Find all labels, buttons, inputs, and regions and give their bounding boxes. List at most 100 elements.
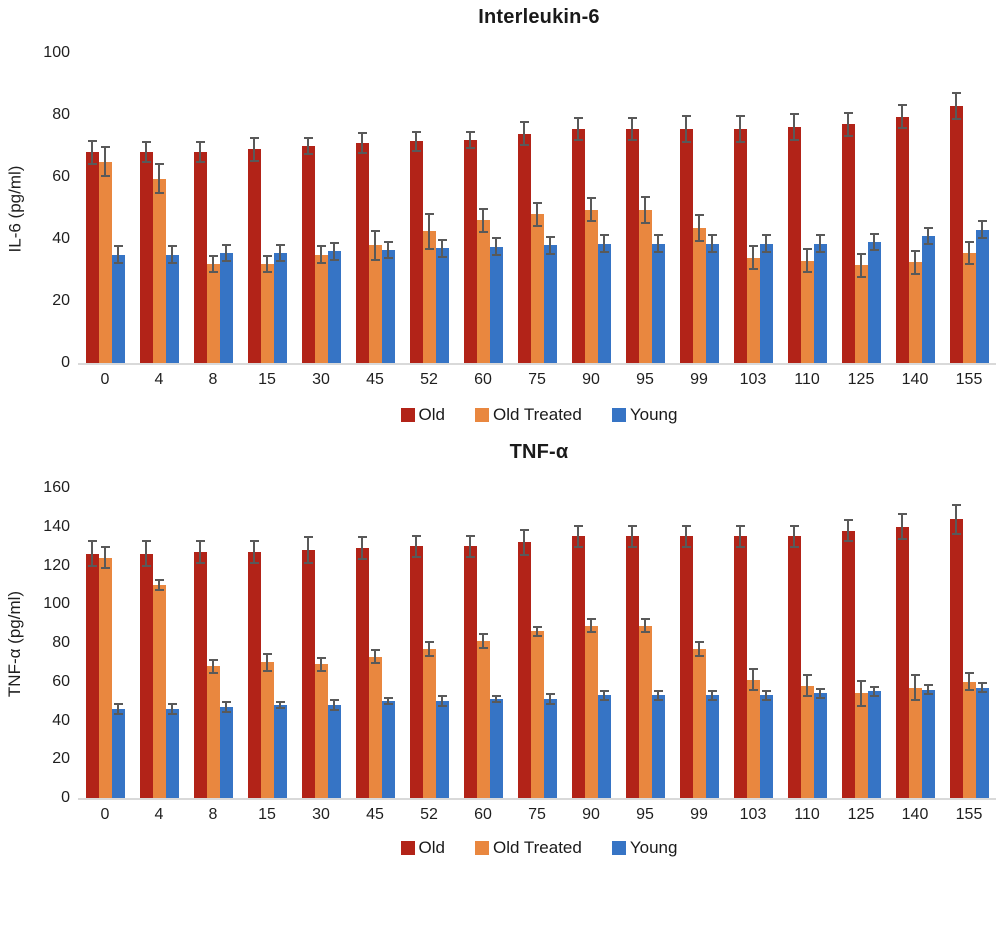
error-bar-cap-top — [735, 524, 745, 527]
error-bar-cap-bottom — [411, 150, 421, 153]
error-bar-stem — [685, 524, 687, 549]
legend-item-old-treated: Old Treated — [475, 405, 582, 425]
error-bar — [815, 687, 825, 700]
bar-group — [78, 53, 132, 363]
error-bar — [262, 652, 272, 673]
error-bar — [802, 674, 812, 698]
bar-young — [705, 689, 719, 798]
error-bar-cap-top — [249, 136, 259, 139]
error-bar-cap-bottom — [249, 561, 259, 564]
error-bar-cap-top — [869, 685, 879, 688]
tnf-chart-body: TNF-α (pg/ml) 0 20 40 60 80 100 120 140 160 — [0, 480, 1000, 806]
legend-swatch-icon — [611, 841, 626, 855]
error-bar-cap-top — [519, 528, 529, 531]
error-bar — [599, 234, 609, 253]
legend-swatch-icon — [611, 408, 626, 422]
y-tick-label: 80 — [52, 106, 70, 123]
error-bar-cap-top — [964, 240, 974, 243]
bar-group — [348, 488, 402, 798]
error-bar — [897, 104, 907, 129]
bar-group — [942, 53, 996, 363]
error-bar — [491, 237, 501, 257]
error-bar — [694, 214, 704, 243]
bar-old — [409, 534, 423, 798]
error-bar-cap-bottom — [303, 561, 313, 564]
error-bar-cap-bottom — [694, 654, 704, 657]
y-tick-label: 60 — [52, 672, 70, 690]
error-bar-stem — [361, 536, 363, 560]
error-bar-cap-top — [735, 115, 745, 118]
error-bar-cap-bottom — [910, 699, 920, 702]
error-bar-cap-top — [113, 703, 123, 706]
bar-young — [543, 693, 557, 798]
error-bar-cap-bottom — [329, 258, 339, 261]
error-bar-cap-top — [694, 214, 704, 217]
error-bar-stem — [225, 701, 227, 713]
error-bar-cap-top — [653, 234, 663, 237]
bar-group — [672, 53, 726, 363]
y-tick-label: 0 — [61, 789, 70, 806]
bar-old-treated — [584, 197, 598, 363]
error-bar-cap-bottom — [316, 670, 326, 673]
error-bar — [329, 699, 339, 711]
error-bar-stem — [117, 245, 119, 264]
error-bar-stem — [199, 141, 201, 164]
error-bar — [897, 513, 907, 541]
error-bar-stem — [199, 540, 201, 564]
error-bar — [856, 679, 866, 707]
error-bar-cap-top — [856, 679, 866, 682]
error-bar-stem — [819, 234, 821, 253]
bar-old — [193, 141, 207, 363]
error-bar-stem — [590, 617, 592, 634]
x-tick-label: 75 — [528, 806, 546, 823]
error-bar-cap-top — [275, 243, 285, 246]
bar-old-treated — [638, 195, 652, 363]
error-bar-cap-top — [923, 683, 933, 686]
bar-group — [780, 53, 834, 363]
error-bar-cap-top — [653, 689, 663, 692]
error-bar — [87, 540, 97, 568]
bar-group — [564, 53, 618, 363]
bar-young — [597, 234, 611, 363]
bar-young — [489, 237, 503, 363]
error-bar-cap-bottom — [856, 275, 866, 278]
error-bar-cap-top — [329, 699, 339, 702]
error-bar — [532, 625, 542, 638]
error-bar-cap-bottom — [275, 260, 285, 263]
x-tick-label: 95 — [636, 806, 654, 823]
error-bar — [789, 524, 799, 549]
x-tick-label: 60 — [474, 806, 492, 823]
error-bar-cap-top — [977, 681, 987, 684]
bar-young — [435, 239, 449, 363]
y-tick-label: 40 — [52, 711, 70, 729]
error-bar-stem — [320, 656, 322, 673]
x-tick-label: 15 — [258, 806, 276, 823]
bar-group — [564, 488, 618, 798]
error-bar-cap-top — [491, 237, 501, 240]
error-bar — [843, 519, 853, 543]
x-tick-label: 8 — [208, 371, 218, 388]
error-bar-cap-bottom — [761, 250, 771, 253]
error-bar — [370, 648, 380, 665]
error-bar — [545, 235, 555, 255]
error-bar-cap-bottom — [923, 693, 933, 696]
error-bar-cap-top — [357, 536, 367, 539]
error-bar — [357, 536, 367, 560]
x-tick-label: 30 — [312, 806, 330, 823]
error-bar-cap-top — [478, 633, 488, 636]
error-bar-stem — [307, 136, 309, 156]
x-tick-label: 90 — [582, 806, 600, 823]
error-bar — [411, 130, 421, 153]
error-bar-cap-top — [951, 503, 961, 506]
bar-old — [949, 503, 963, 798]
error-bar — [208, 658, 218, 674]
error-bar-cap-top — [141, 540, 151, 543]
error-bar — [303, 136, 313, 156]
error-bar-cap-bottom — [951, 532, 961, 535]
bar-old-treated — [962, 240, 976, 363]
tnf-chart: TNF-α TNF-α (pg/ml) 0 20 40 60 80 100 120 140 16… — [0, 425, 1000, 858]
error-bar-stem — [253, 136, 255, 162]
error-bar-cap-bottom — [208, 672, 218, 674]
error-bar-cap-bottom — [437, 255, 447, 258]
x-tick-label: 99 — [690, 371, 708, 388]
